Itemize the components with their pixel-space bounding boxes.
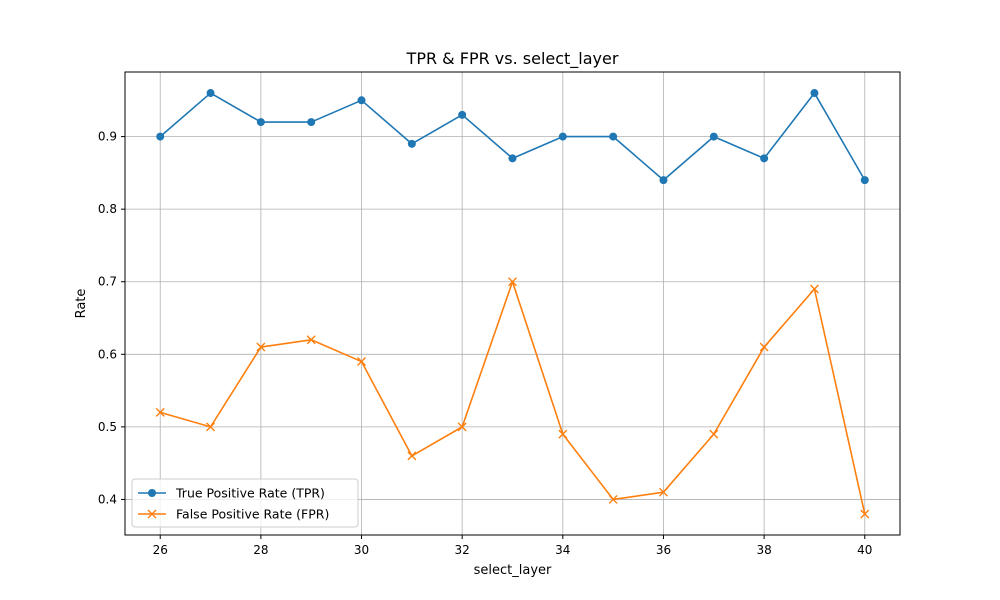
series-layer xyxy=(155,89,870,519)
x-tick-label: 32 xyxy=(455,543,470,557)
data-point xyxy=(357,96,366,105)
data-point xyxy=(609,132,618,141)
plot-area: 26 28 30 32 34 36 38 40 0.4 0.5 0.6 0.7 0.8 0.9 xyxy=(98,71,901,557)
plot-frame xyxy=(124,71,901,536)
data-point xyxy=(155,407,165,417)
x-tick-label: 36 xyxy=(656,543,671,557)
data-point xyxy=(206,422,216,432)
data-point xyxy=(709,132,718,141)
data-point xyxy=(156,132,165,141)
data-point xyxy=(407,139,416,148)
x-tick-label: 26 xyxy=(153,543,168,557)
legend-marker-fpr xyxy=(147,509,157,519)
plot-background xyxy=(125,72,900,535)
data-point xyxy=(458,110,467,119)
x-tick-label: 34 xyxy=(555,543,570,557)
data-point xyxy=(357,357,367,367)
y-axis-label: Rate xyxy=(74,289,89,319)
data-point xyxy=(658,487,668,497)
y-tick-label: 0.4 xyxy=(98,492,117,506)
data-point xyxy=(457,422,467,432)
legend-box xyxy=(131,478,359,528)
data-point xyxy=(659,176,668,185)
data-point xyxy=(860,176,869,185)
series-1 xyxy=(155,277,870,519)
x-tick-label: 30 xyxy=(354,543,369,557)
x-tick-label: 40 xyxy=(857,543,872,557)
data-point xyxy=(810,89,819,98)
data-point xyxy=(558,132,567,141)
x-tick-label: 28 xyxy=(253,543,268,557)
y-tick-label: 0.5 xyxy=(98,420,117,434)
y-tick-label: 0.9 xyxy=(98,130,117,144)
x-axis-label: select_layer xyxy=(474,563,552,578)
y-tick-label: 0.6 xyxy=(98,347,117,361)
data-point xyxy=(206,89,215,98)
x-tick-label: 38 xyxy=(756,543,771,557)
data-point xyxy=(508,277,517,287)
y-tick-label: 0.8 xyxy=(98,202,117,216)
ticks: 26 28 30 32 34 36 38 40 0.4 0.5 0.6 0.7 0.8 0.9 xyxy=(98,130,873,557)
legend-label-tpr: True Positive Rate (TPR) xyxy=(175,486,325,501)
data-point xyxy=(760,154,769,163)
data-point xyxy=(558,429,568,439)
legend-label-fpr: False Positive Rate (FPR) xyxy=(176,507,329,522)
data-point xyxy=(256,342,266,352)
data-point xyxy=(307,118,316,127)
legend: True Positive Rate (TPR) False Positive … xyxy=(131,478,359,528)
data-point xyxy=(759,342,769,352)
series-0 xyxy=(156,89,869,185)
data-point xyxy=(508,154,517,163)
data-point xyxy=(709,429,719,439)
y-tick-label: 0.7 xyxy=(98,275,117,289)
data-point xyxy=(306,335,316,345)
data-point xyxy=(809,284,819,294)
data-point xyxy=(860,509,870,519)
chart-title: TPR & FPR vs. select_layer xyxy=(406,49,619,69)
data-point xyxy=(608,494,618,504)
legend-marker-tpr xyxy=(148,489,156,497)
data-point xyxy=(256,118,265,127)
data-point xyxy=(407,451,417,461)
